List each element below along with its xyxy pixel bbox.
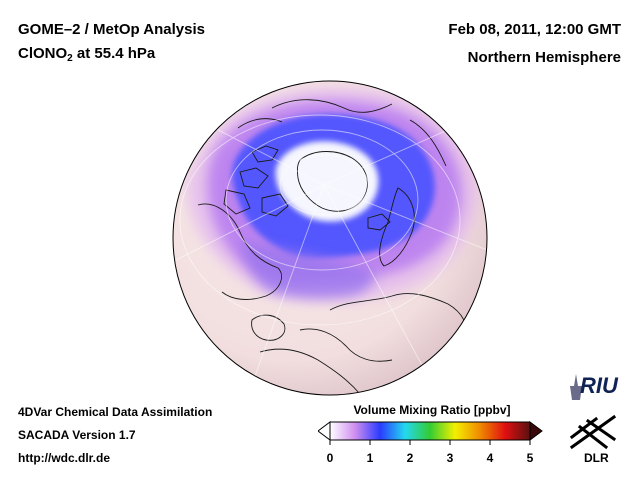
footer-url: http://wdc.dlr.de [18, 451, 110, 465]
species-suffix: at 55.4 hPa [72, 45, 156, 62]
footer-version: SACADA Version 1.7 [18, 428, 136, 442]
colorbar-tick-label: 5 [526, 451, 534, 465]
riu-logo-text: RIU [580, 373, 618, 398]
colorbar-tick-label: 2 [406, 451, 414, 465]
colorbar-max-arrow [529, 421, 543, 441]
region-label: Northern Hemisphere [467, 49, 621, 66]
colorbar-tick-label: 4 [486, 451, 494, 465]
globe-outline [172, 80, 488, 396]
colorbar-tick-label: 0 [326, 451, 334, 465]
colorbar-ticks [329, 440, 531, 445]
colorbar [318, 421, 543, 445]
species-subscript: 2 [67, 53, 73, 64]
species-prefix: ClONO [18, 45, 68, 62]
species-label: ClONO2 at 55.4 hPa [18, 45, 156, 64]
colorbar-tick-label: 1 [366, 451, 374, 465]
dlr-logo-icon [569, 414, 617, 450]
colorbar-tick-label: 3 [446, 451, 454, 465]
colorbar-title: Volume Mixing Ratio [ppbv] [353, 403, 511, 417]
chlorine-nitrate-field [186, 87, 479, 302]
coastlines [197, 99, 468, 395]
riu-logo-icon [570, 374, 582, 400]
colorbar-min-arrow [318, 421, 331, 441]
map-title: GOME–2 / MetOp Analysis [18, 21, 205, 38]
footer-method: 4DVar Chemical Data Assimilation [18, 405, 213, 419]
dlr-logo-text: DLR [584, 451, 609, 465]
date-label: Feb 08, 2011, 12:00 GMT [448, 21, 621, 38]
colorbar-body [329, 421, 531, 441]
globe-map [172, 80, 488, 396]
